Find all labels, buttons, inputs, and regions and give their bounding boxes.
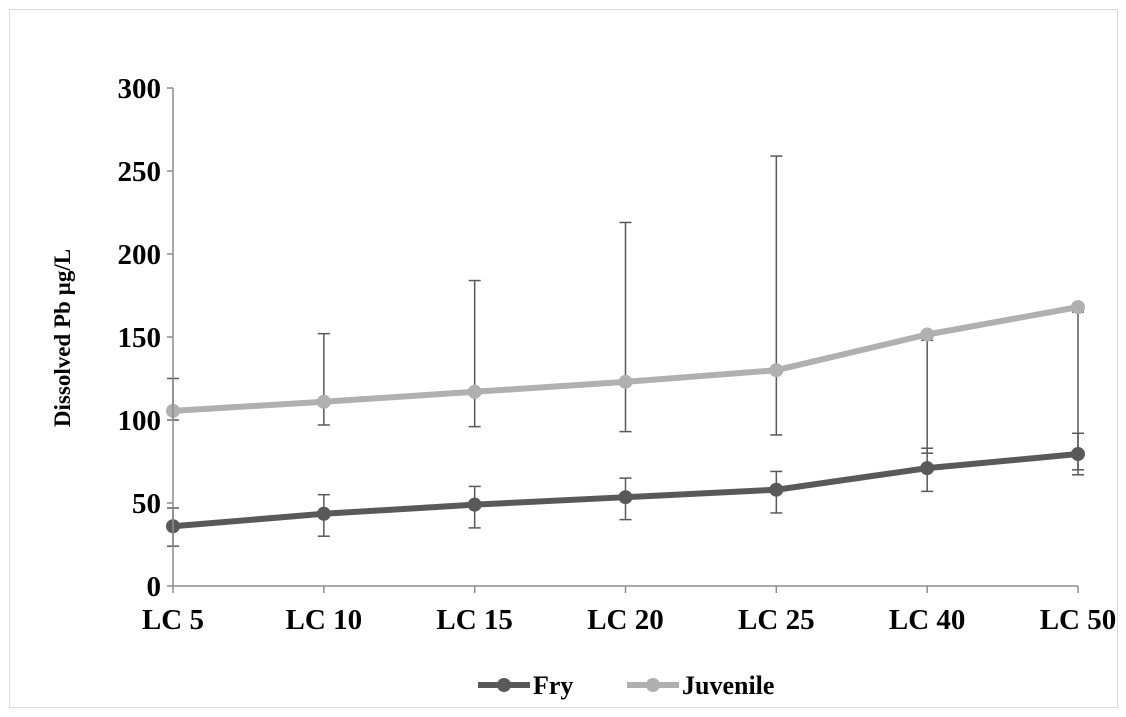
x-ticks: LC 5 LC 10 LC 15 LC 20 LC 25 LC 40 LC 50: [142, 586, 1116, 636]
legend-label-juvenile: Juvenile: [682, 671, 774, 700]
data-point-juvenile: [618, 374, 633, 389]
error-bars: [167, 155, 1084, 547]
y-tick-label: 250: [118, 156, 162, 188]
legend: Fry Juvenile: [478, 671, 774, 700]
data-point-juvenile: [1071, 300, 1085, 315]
data-point-juvenile: [769, 363, 784, 378]
data-point-fry: [316, 506, 331, 521]
data-point-fry: [467, 497, 482, 512]
data-point-fry: [769, 482, 784, 497]
y-tick-label: 50: [132, 488, 161, 520]
y-ticks: 0 50 100 150 200 250 300: [118, 73, 173, 603]
chart-frame: [9, 9, 1118, 708]
data-point-fry: [920, 461, 935, 476]
y-tick-label: 100: [118, 405, 162, 437]
data-point-juvenile: [467, 384, 482, 399]
y-tick-label: 300: [118, 73, 162, 105]
x-tick-label: LC 5: [142, 604, 204, 636]
x-tick-label: LC 10: [286, 604, 363, 636]
data-point-juvenile: [316, 394, 331, 409]
data-point-juvenile: [920, 327, 935, 342]
x-tick-label: LC 40: [889, 604, 966, 636]
x-tick-label: LC 15: [436, 604, 513, 636]
data-point-fry: [618, 490, 633, 505]
y-axis-title: Dissolved Pb µg/L: [50, 249, 75, 427]
y-tick-label: 150: [118, 322, 162, 354]
x-tick-label: LC 20: [587, 604, 664, 636]
data-point-fry: [1071, 447, 1085, 462]
y-tick-label: 0: [147, 571, 162, 603]
legend-marker-juvenile: [646, 678, 660, 692]
y-tick-label: 200: [118, 239, 162, 271]
legend-marker-fry: [497, 678, 511, 692]
legend-label-fry: Fry: [533, 671, 573, 700]
x-tick-label: LC 25: [738, 604, 815, 636]
x-tick-label: LC 50: [1040, 604, 1117, 636]
